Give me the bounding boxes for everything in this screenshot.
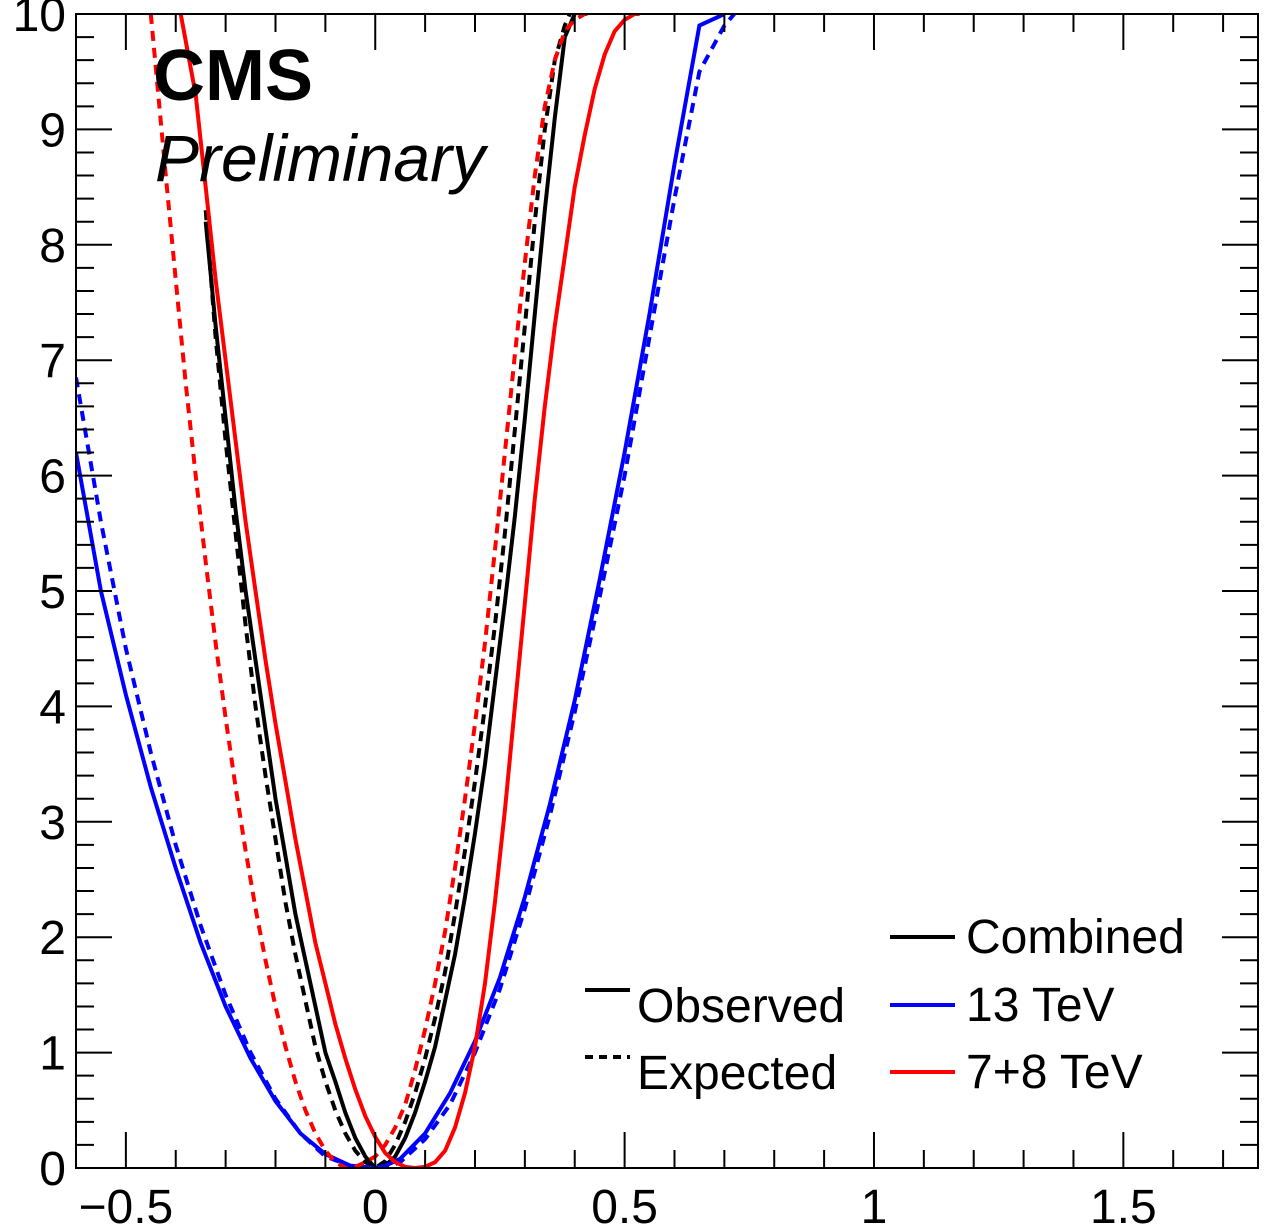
series-line-combined-expected	[203, 14, 572, 1168]
x-tick-label: 1	[861, 1181, 888, 1226]
x-tick-label: −0.5	[78, 1181, 173, 1226]
legend-color-label: Combined	[966, 911, 1185, 964]
y-tick-label: 4	[39, 681, 66, 734]
y-tick-label: 7	[39, 335, 66, 388]
series-line-13-tev-expected	[76, 14, 736, 1168]
chart-title: CMS	[153, 36, 313, 116]
tick-labels-group: −0.5 0 0.5 1 1.5 0 1 2 3 4 5 6 7 8 9 10	[13, 0, 1157, 1226]
x-tick-label: 0.5	[591, 1181, 658, 1226]
curves-group	[76, 14, 736, 1168]
x-tick-label: 1.5	[1090, 1181, 1157, 1226]
legend-style-label: Observed	[637, 980, 845, 1033]
y-tick-label: 10	[13, 0, 66, 42]
legend-color-label: 7+8 TeV	[966, 1046, 1143, 1099]
y-tick-label: 3	[39, 797, 66, 850]
y-tick-label: 0	[39, 1143, 66, 1196]
legend-style-label: Expected	[637, 1047, 837, 1100]
y-tick-label: 2	[39, 912, 66, 965]
y-tick-label: 9	[39, 104, 66, 157]
y-tick-label: 5	[39, 566, 66, 619]
series-line-combined-observed	[203, 14, 577, 1168]
y-tick-label: 6	[39, 451, 66, 504]
y-tick-label: 8	[39, 220, 66, 273]
ticks-group	[75, 13, 1258, 1169]
legend: Observed Expected Combined 13 TeV 7+8 TeV	[585, 911, 1185, 1100]
y-tick-label: 1	[39, 1028, 66, 1081]
x-tick-label: 0	[362, 1181, 389, 1226]
series-line-7-8-tev-observed	[178, 14, 640, 1168]
chart-subtitle: Preliminary	[155, 121, 489, 195]
legend-color-label: 13 TeV	[966, 979, 1115, 1032]
